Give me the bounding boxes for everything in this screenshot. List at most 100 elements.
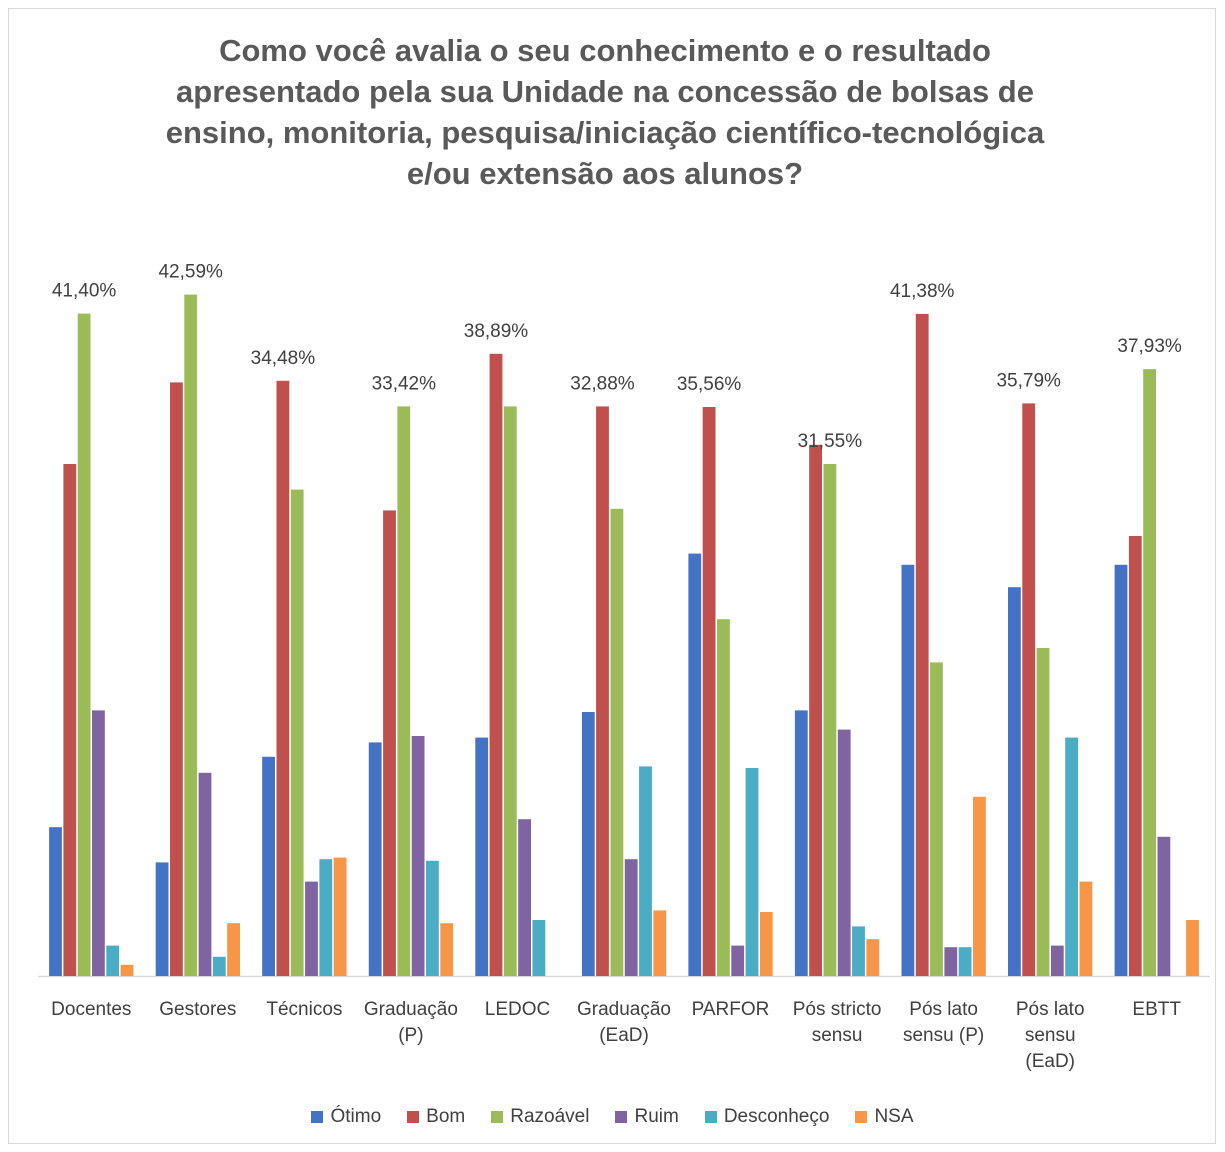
bar-nsa-0 — [120, 964, 134, 976]
x-tick-label: Gestores — [159, 999, 236, 1020]
legend-item: NSA — [855, 1106, 914, 1128]
bar-razoavel-1 — [184, 294, 198, 977]
legend-item: Desconheço — [704, 1106, 830, 1128]
bar-bom-0 — [63, 464, 77, 976]
chart-title: Como você avalia o seu conhecimento e o … — [165, 33, 1045, 191]
bar-desconheco-3 — [426, 860, 439, 976]
bar-ruim-5 — [624, 859, 638, 976]
bar-razoavel-10 — [1143, 369, 1156, 977]
legend-label: Desconheço — [723, 1106, 830, 1127]
bar-nsa-3 — [440, 923, 454, 976]
bar-ruim-4 — [518, 819, 531, 976]
bar-bom-2 — [276, 380, 290, 976]
bar-otimo-1 — [155, 862, 169, 976]
bar-desconheco-9 — [1065, 737, 1078, 976]
bar-ruim-6 — [731, 945, 745, 976]
bar-otimo-3 — [368, 742, 382, 976]
bar-ruim-7 — [837, 729, 851, 976]
bar-bom-4 — [489, 353, 503, 976]
x-tick-label: Pós stricto sensu — [793, 999, 882, 1046]
legend-item: Razoável — [491, 1106, 589, 1128]
bar-razoavel-3 — [397, 406, 411, 976]
x-tick-label: Técnicos — [266, 999, 342, 1020]
bar-otimo-10 — [1114, 564, 1128, 976]
bar-bom-6 — [702, 407, 716, 976]
legend-item: Ótimo — [311, 1106, 381, 1128]
bar-ruim-10 — [1157, 836, 1171, 976]
bar-bom-3 — [383, 510, 396, 976]
x-tick-label: EBTT — [1132, 999, 1181, 1020]
x-tick-label: Graduação (P) — [364, 999, 458, 1046]
bar-ruim-8 — [944, 947, 958, 976]
bar-bom-8 — [915, 313, 929, 976]
bar-otimo-5 — [581, 712, 595, 976]
data-label: 35,56% — [677, 374, 742, 395]
bar-desconheco-0 — [106, 945, 120, 976]
bar-bom-5 — [596, 406, 609, 976]
data-label: 32,88% — [570, 373, 635, 394]
bar-razoavel-8 — [930, 662, 943, 976]
legend-swatch — [491, 1111, 504, 1123]
bar-nsa-10 — [1186, 920, 1199, 976]
legend-swatch — [407, 1111, 420, 1123]
bar-desconheco-6 — [745, 768, 759, 976]
bar-ruim-2 — [305, 881, 318, 976]
bar-razoavel-5 — [610, 508, 624, 976]
bar-razoavel-7 — [823, 464, 837, 976]
x-tick-label: Pós lato sensu (P) — [903, 999, 984, 1046]
bar-otimo-2 — [262, 756, 275, 976]
bar-bom-10 — [1128, 536, 1142, 976]
data-label: 42,59% — [158, 262, 223, 283]
legend-swatch — [311, 1111, 324, 1123]
bar-otimo-6 — [688, 553, 702, 976]
bar-razoavel-0 — [77, 313, 91, 977]
bar-desconheco-5 — [639, 766, 652, 976]
bar-otimo-4 — [475, 737, 489, 976]
bar-bom-7 — [809, 444, 822, 976]
data-label: 31,55% — [798, 431, 863, 452]
bar-nsa-1 — [227, 923, 240, 976]
bar-nsa-7 — [866, 939, 880, 976]
bar-nsa-8 — [973, 796, 986, 976]
bar-bom-1 — [170, 382, 183, 976]
data-label: 35,79% — [996, 370, 1061, 391]
legend-swatch — [855, 1111, 868, 1123]
bar-ruim-9 — [1050, 945, 1064, 976]
data-label: 41,40% — [52, 281, 117, 302]
bar-nsa-5 — [653, 910, 667, 976]
bar-nsa-6 — [759, 912, 773, 976]
bar-razoavel-2 — [290, 489, 304, 976]
legend-item: Bom — [407, 1106, 465, 1128]
legend-swatch — [704, 1111, 717, 1123]
bar-ruim-0 — [92, 710, 105, 976]
bar-desconheco-4 — [532, 920, 546, 976]
data-label: 41,38% — [890, 281, 955, 302]
x-tick-label: Pós lato sensu (EaD) — [1016, 999, 1085, 1072]
data-label: 37,93% — [1117, 336, 1182, 357]
bar-desconheco-1 — [212, 956, 226, 976]
bar-otimo-9 — [1008, 587, 1021, 976]
bar-nsa-9 — [1079, 881, 1093, 976]
legend-label: Ruim — [634, 1106, 679, 1127]
bar-bom-9 — [1022, 403, 1036, 976]
x-tick-label: PARFOR — [692, 999, 770, 1020]
bar-razoavel-6 — [717, 619, 730, 976]
legend-label: Ótimo — [330, 1106, 382, 1127]
data-label: 38,89% — [464, 321, 529, 342]
bar-ruim-1 — [198, 772, 212, 976]
chart-legend: Ótimo Bom Razoável Ruim Desconheço NSA — [0, 1106, 1225, 1128]
bar-otimo-8 — [901, 564, 915, 976]
bar-ruim-3 — [411, 736, 425, 976]
data-label: 34,48% — [251, 348, 316, 369]
bar-desconheco-2 — [319, 859, 333, 976]
x-tick-label: LEDOC — [485, 999, 550, 1020]
bar-razoavel-9 — [1036, 648, 1050, 976]
bar-desconheco-7 — [852, 926, 865, 976]
x-tick-label: Graduação (EaD) — [577, 999, 671, 1046]
bar-razoavel-4 — [503, 406, 517, 976]
bar-otimo-0 — [49, 827, 62, 976]
legend-label: Bom — [426, 1106, 466, 1127]
chart-plot-area: Docentes Gestores Técnicos Graduação (P) LEDO… — [38, 262, 1210, 1072]
bar-nsa-2 — [333, 857, 347, 976]
legend-swatch — [615, 1111, 628, 1123]
